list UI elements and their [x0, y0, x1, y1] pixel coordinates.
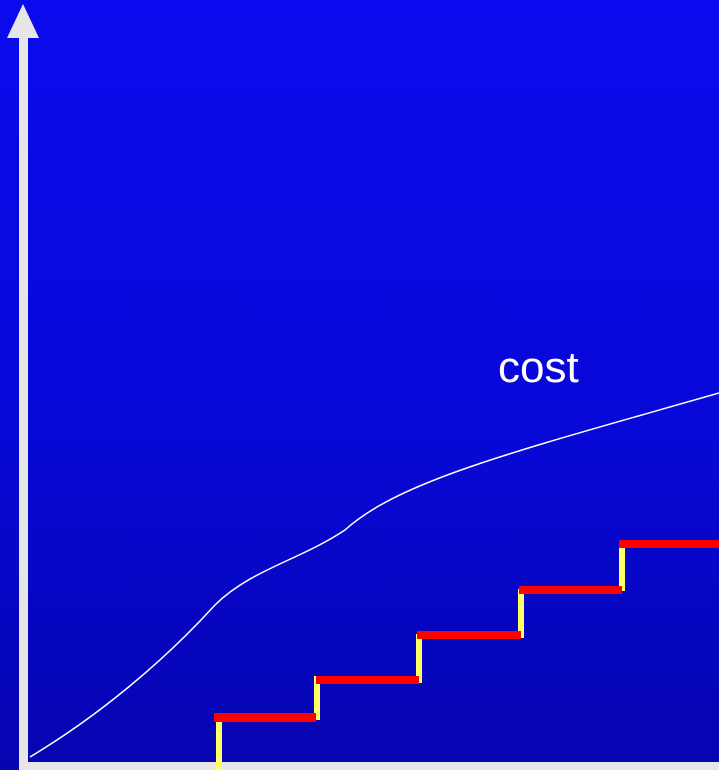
cost-label: cost: [498, 343, 579, 392]
x-axis-line: [19, 762, 719, 770]
step-tread: [519, 586, 622, 594]
y-axis-arrow-icon: [7, 4, 39, 38]
step-tread: [214, 713, 316, 722]
step-risers: [216, 543, 625, 770]
step-riser: [619, 543, 625, 591]
cost-curve: [29, 392, 719, 758]
step-treads: [214, 540, 719, 722]
step-riser: [216, 719, 222, 770]
y-axis-line: [19, 34, 28, 770]
step-tread: [316, 676, 419, 684]
step-tread: [619, 540, 719, 548]
step-riser: [518, 589, 524, 638]
axes: [7, 4, 719, 770]
step-tread: [417, 631, 521, 639]
step-riser: [314, 676, 320, 720]
step-riser: [416, 634, 422, 683]
